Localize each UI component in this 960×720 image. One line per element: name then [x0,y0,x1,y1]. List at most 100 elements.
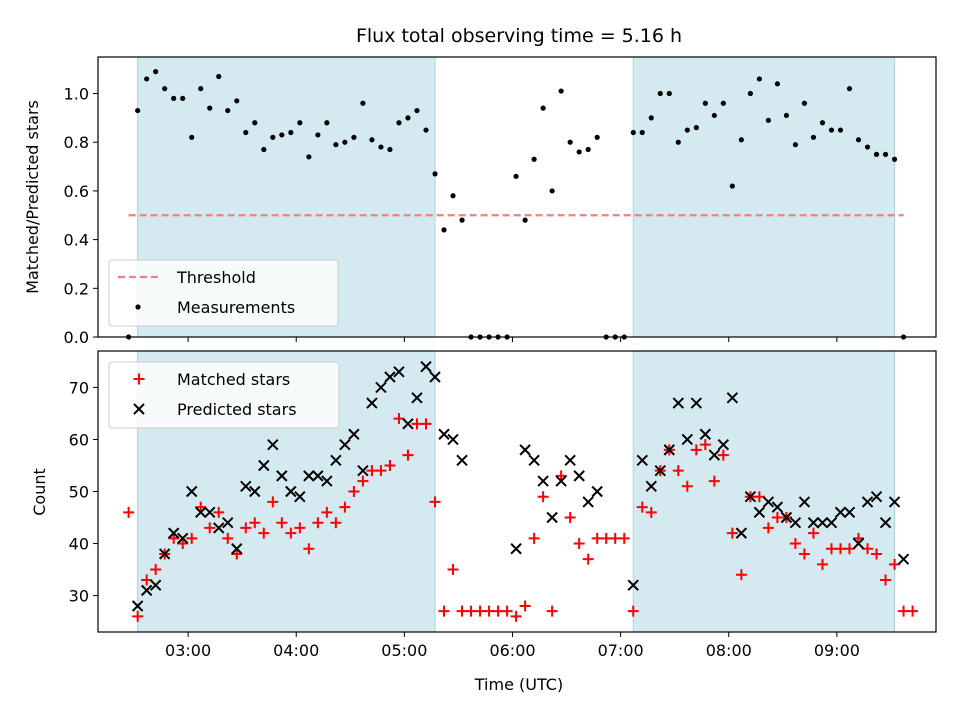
y-tick-label: 30 [69,587,89,606]
measurement-point [657,90,663,97]
ratio-panel: 0.0 0.2 0.4 0.6 0.8 1.0 Matched/Predicted sta… [23,56,937,347]
matched-star-point [375,465,387,477]
measurement-point [837,127,844,133]
matched-star-point [285,527,297,539]
measurement-point [540,105,546,111]
matched-star-point [330,517,342,529]
measurement-point [135,107,141,114]
predicted-star-point [744,490,757,503]
measurement-point [675,139,681,145]
predicted-star-point [267,438,279,451]
predicted-star-point [213,522,225,534]
top-y-ticks: 0.0 0.2 0.4 0.6 0.8 1.0 [64,85,98,347]
measurement-point [585,146,591,153]
matched-star-point [573,538,585,550]
matched-star-point [123,506,135,518]
bottom-legend-box [108,361,340,429]
measurement-point [423,127,429,133]
predicted-star-point [888,496,901,508]
predicted-star-point [852,537,865,550]
measurement-point [558,88,564,94]
measurement-point [171,95,177,101]
predicted-star-point [798,496,811,508]
measurement-point [162,86,168,92]
measurement-point [666,90,672,97]
predicted-star-point [645,480,657,493]
matched-star-point [627,605,639,617]
measurement-point [153,69,159,75]
predicted-star-point [456,454,468,466]
measurement-point [198,86,204,92]
predicted-star-point [348,428,360,440]
matched-star-point [339,501,351,513]
measurement-point [396,120,402,126]
matched-star-point [222,532,234,544]
predicted-star-point [258,459,270,472]
y-tick-label: 0.2 [64,279,89,298]
predicted-star-point [636,454,648,466]
measurement-point [792,142,799,148]
measurement-point [324,120,330,126]
matched-star-point [294,522,306,534]
legend-predicted-swatch [133,403,145,415]
predicted-star-point [537,475,549,487]
measurement-point [459,217,465,223]
measurement-point [567,139,573,145]
matched-star-point [186,532,198,544]
legend-measurement-swatch [135,304,141,310]
predicted-star-point [564,454,576,466]
measurement-point [360,100,366,106]
chart-title: Flux total observing time = 5.16 h [356,25,682,47]
measurement-point [648,115,654,121]
predicted-star-point [249,485,261,498]
predicted-star-point [843,506,856,519]
legend-threshold-label: Threshold [176,268,256,287]
observing-window [632,56,896,338]
matched-star-point [321,506,333,518]
measurement-point [270,134,276,140]
predicted-star-point [131,600,144,612]
measurement-point [531,156,537,162]
bottom-x-ticks: 03:00 04:00 05:00 06:00 07:00 08:00 09:00 [165,632,860,660]
predicted-star-point [420,360,432,373]
predicted-star-point [582,496,594,508]
predicted-star-point [510,543,522,555]
measurement-point [180,95,186,101]
predicted-star-point [672,397,684,409]
matched-star-point [213,506,225,518]
y-tick-label: 0.4 [64,231,89,250]
measurement-point [801,100,808,106]
y-tick-label: 1.0 [64,85,89,104]
matched-star-point [204,522,216,534]
predicted-star-point [771,501,784,513]
measurement-point [846,86,853,92]
predicted-star-point [176,532,189,545]
top-y-axis-label: Matched/Predicted stars [23,100,42,294]
matched-star-point [708,475,720,487]
measurement-point [882,151,889,157]
predicted-star-point [330,454,342,466]
measurement-point [342,139,348,145]
legend-matched-swatch [133,373,145,385]
matched-star-point [690,444,702,456]
y-tick-label: 70 [69,378,89,397]
measurement-point [369,137,375,143]
predicted-star-point [167,527,180,539]
predicted-star-point [627,579,639,591]
predicted-star-point [447,433,459,446]
measurement-point [378,144,384,150]
matched-star-points [123,413,919,622]
x-tick-label: 07:00 [598,641,644,660]
x-tick-label: 05:00 [381,641,427,660]
predicted-star-point [149,579,162,591]
matched-star-point [789,538,801,550]
x-tick-label: 09:00 [814,641,860,660]
matched-star-point [537,491,549,503]
predicted-star-point [717,438,730,451]
x-tick-label: 03:00 [165,641,211,660]
matched-star-point [853,532,865,544]
top-legend-box [108,259,339,327]
predicted-star-point [834,506,847,519]
measurement-point [747,90,753,97]
